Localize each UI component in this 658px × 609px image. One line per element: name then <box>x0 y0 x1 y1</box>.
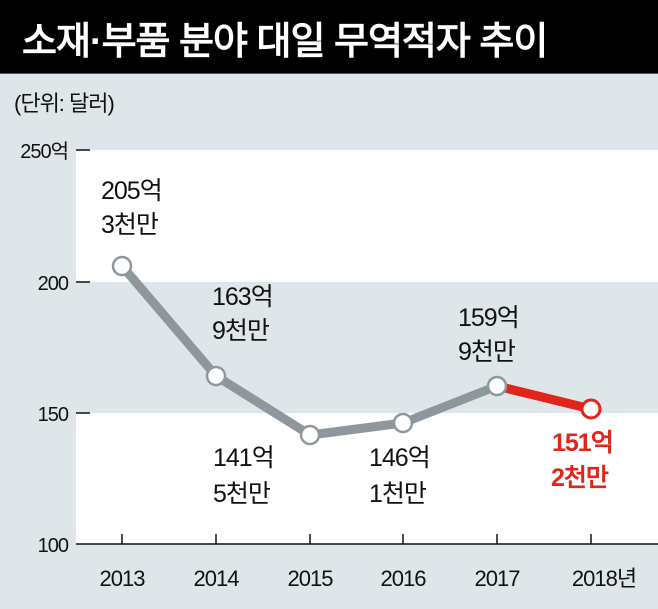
label-2013-line2: 3천만 <box>101 211 159 239</box>
x-tick-2018: 2018년 <box>572 566 636 591</box>
title-bar: 소재·부품 분야 대일 무역적자 추이 <box>0 0 658 74</box>
label-2017-line2: 9천만 <box>458 338 516 366</box>
marker-2015 <box>299 424 321 446</box>
marker-2014 <box>205 365 227 387</box>
x-tick-2014: 2014 <box>194 566 240 591</box>
band-200-250 <box>76 150 658 282</box>
marker-2017 <box>486 375 508 397</box>
label-2016-line1: 146억 <box>369 444 430 472</box>
unit-label: (단위: 달러) <box>14 91 115 116</box>
x-tick-2016: 2016 <box>381 566 427 591</box>
y-tick-250: 250억 <box>20 140 68 163</box>
y-tick-marks <box>76 149 90 414</box>
y-tick-200: 200 <box>38 273 69 295</box>
y-tick-150: 150 <box>38 404 69 426</box>
label-2018-line1: 151억 <box>552 429 613 457</box>
x-tick-2013: 2013 <box>100 566 146 591</box>
marker-2016 <box>392 412 414 434</box>
label-2018-line2: 2천만 <box>551 464 609 492</box>
marker-2013 <box>111 255 133 277</box>
x-tick-2015: 2015 <box>288 566 334 591</box>
x-tick-2017: 2017 <box>475 566 521 591</box>
label-2014-line1: 163억 <box>212 283 273 311</box>
y-tick-100: 100 <box>38 535 69 557</box>
band-100-150 <box>76 413 658 544</box>
x-tick-marks <box>121 534 592 544</box>
label-2015-line1: 141억 <box>213 444 274 472</box>
highlight-line-2017-2018 <box>492 381 596 414</box>
trend-line <box>117 261 502 440</box>
chart-title: 소재·부품 분야 대일 무역적자 추이 <box>22 21 548 63</box>
label-2015-line2: 5천만 <box>213 480 271 508</box>
label-2016-line2: 1천만 <box>369 480 427 508</box>
marker-2018 <box>580 398 602 420</box>
data-markers <box>111 255 508 446</box>
label-2014-line2: 9천만 <box>212 317 270 345</box>
label-2017-line1: 159억 <box>458 304 519 332</box>
label-2013-line1: 205억 <box>101 177 162 205</box>
